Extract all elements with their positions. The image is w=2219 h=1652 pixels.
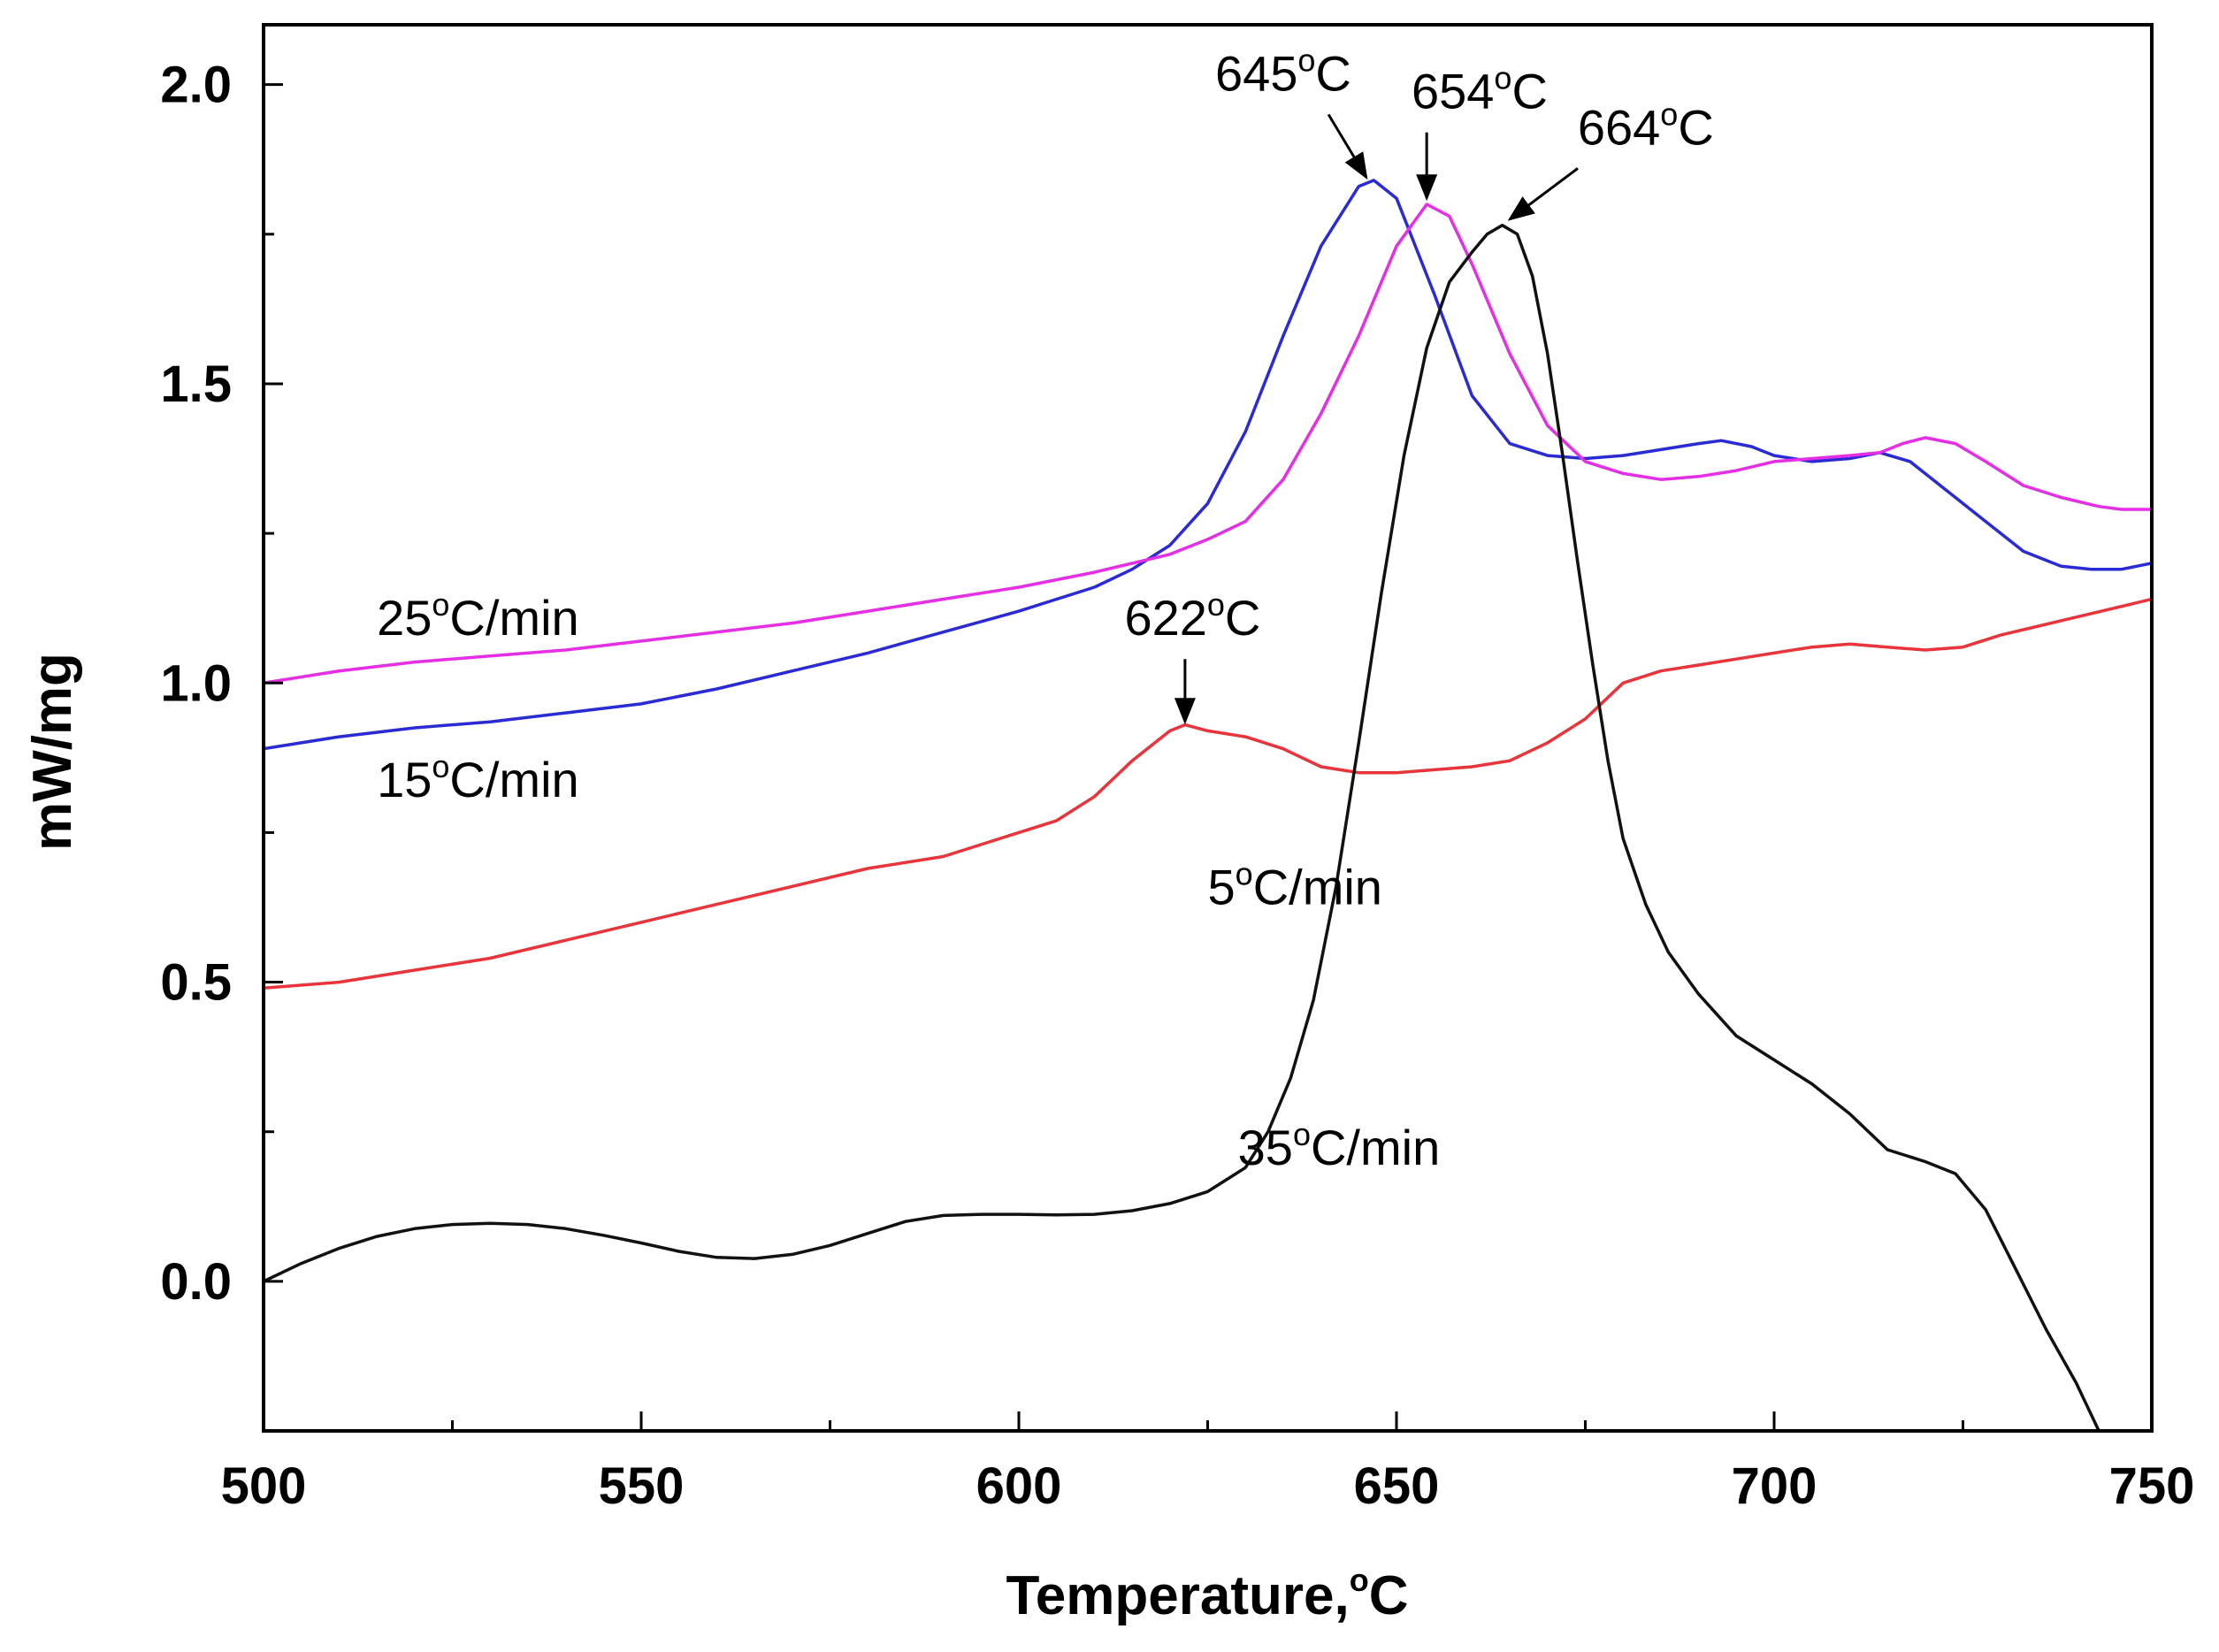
y-axis: 0.0 0.5 1.0 1.5 2.0: [160, 57, 283, 1311]
peak-label-645: 645oC: [1215, 42, 1351, 101]
series-line-0: [264, 597, 2152, 990]
y-tick-label: 0.5: [160, 954, 232, 1012]
peak-arrow-664: [1507, 167, 1579, 221]
x-axis-title-degree: o: [1350, 1562, 1369, 1598]
peak-arrow-645: [1327, 113, 1368, 180]
curve-labels: 5oC/min 15oC/min 25oC/min 35oC/min: [377, 586, 1440, 1175]
x-axis-title-unit: C: [1369, 1565, 1409, 1626]
x-axis: 500 550 600 650 700 750: [221, 1411, 2195, 1515]
x-tick-label: 700: [1732, 1457, 1817, 1515]
curve-label-35: 35oC/min: [1238, 1116, 1441, 1175]
peak-label-664: 664oC: [1578, 96, 1714, 155]
x-tick-label: 750: [2109, 1457, 2195, 1515]
y-tick-label: 1.0: [160, 654, 232, 712]
y-tick-label: 2.0: [160, 57, 232, 114]
y-tick-label: 1.5: [160, 356, 232, 413]
x-tick-label: 550: [599, 1457, 685, 1515]
series-line-3: [264, 223, 2100, 1431]
y-tick-label: 0.0: [160, 1253, 232, 1311]
curve-label-25: 25oC/min: [377, 586, 579, 646]
series-line-1: [264, 179, 2152, 751]
x-tick-label: 500: [221, 1457, 307, 1515]
curve-label-15: 15oC/min: [377, 748, 579, 807]
plot-curves: [264, 179, 2152, 1431]
series-line-2: [264, 203, 2152, 685]
x-tick-label: 650: [1354, 1457, 1440, 1515]
y-axis-title: mW/mg: [22, 653, 83, 851]
x-axis-title-text: Temperature,: [1006, 1565, 1350, 1626]
peak-label-622: 622oC: [1124, 586, 1260, 646]
x-tick-label: 600: [976, 1457, 1062, 1515]
peak-label-654: 654oC: [1412, 60, 1548, 119]
plot-frame: [262, 23, 2154, 1433]
peak-annotations: 645oC 654oC 664oC 622oC: [1124, 42, 1714, 725]
curve-label-5: 5oC/min: [1208, 856, 1382, 915]
x-axis-title: Temperature,oC: [1006, 1562, 1409, 1626]
